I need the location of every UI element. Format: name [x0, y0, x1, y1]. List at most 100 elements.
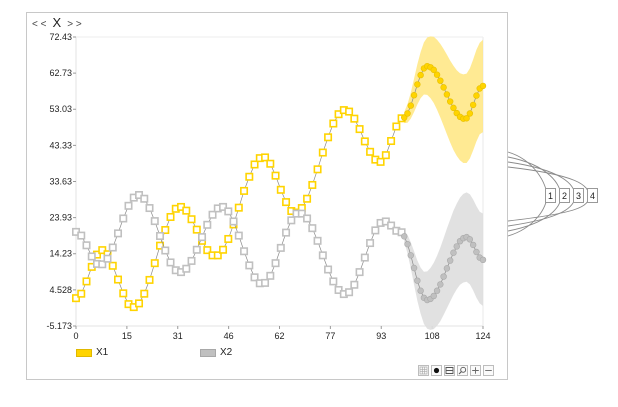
data-point-marker: [345, 107, 354, 116]
forecast-point-marker: [466, 236, 474, 243]
chart-navigation: < < X > >: [32, 15, 82, 30]
series-x1[interactable]: [72, 62, 487, 312]
data-point-marker: [182, 206, 191, 215]
y-tick-label: 43.33: [49, 140, 72, 150]
forecast-point-marker: [479, 82, 487, 90]
data-point-marker: [355, 268, 364, 277]
data-point-marker: [119, 214, 128, 223]
data-point-marker: [376, 157, 385, 166]
data-point-marker: [198, 233, 207, 242]
data-point-marker: [219, 202, 228, 211]
forecast-point-marker: [440, 273, 447, 280]
data-point-marker: [313, 165, 322, 174]
next-chart-button[interactable]: > >: [67, 19, 82, 30]
prev-chart-button[interactable]: < <: [32, 19, 47, 30]
x-tick-label: 108: [425, 331, 440, 341]
data-point-marker: [318, 251, 327, 260]
data-point-marker: [166, 258, 175, 267]
data-point-marker: [250, 273, 259, 282]
data-point-marker: [297, 209, 306, 218]
data-point-marker: [240, 186, 249, 195]
data-point-marker: [313, 236, 322, 245]
forecast-point-marker: [473, 92, 480, 99]
y-tick-label: 4.528: [49, 285, 72, 295]
legend-swatch-x2: [200, 348, 216, 357]
data-point-marker: [161, 226, 170, 235]
data-point-marker: [192, 225, 201, 234]
legend-item-x1[interactable]: X1: [76, 347, 108, 358]
data-point-marker: [261, 153, 270, 162]
zoom-out-button[interactable]: [483, 365, 494, 376]
data-point-marker: [387, 221, 396, 230]
series-tag-1[interactable]: 1: [545, 188, 556, 203]
marker-toggle-button[interactable]: [431, 365, 442, 376]
data-point-marker: [371, 226, 380, 235]
x-tick-label: 15: [122, 331, 132, 341]
data-point-marker: [108, 243, 117, 252]
split-icon: [445, 367, 454, 374]
series-tag-3[interactable]: 3: [573, 188, 584, 203]
series-x2[interactable]: [72, 191, 487, 304]
data-point-marker: [145, 204, 154, 213]
data-point-marker: [308, 180, 317, 189]
data-point-marker: [271, 259, 280, 268]
data-point-marker: [287, 216, 296, 225]
data-point-marker: [329, 277, 338, 286]
forecast-point-marker: [450, 249, 457, 256]
forecast-band-x2: [404, 192, 483, 330]
data-point-marker: [303, 194, 312, 203]
data-point-marker: [166, 212, 175, 221]
data-point-marker: [182, 264, 191, 273]
y-tick-label: 72.43: [49, 32, 72, 42]
data-point-marker: [360, 137, 369, 146]
forecast-point-marker: [433, 71, 441, 78]
forecast-point-marker: [430, 292, 437, 300]
zoom-search-button[interactable]: [457, 365, 468, 376]
data-point-marker: [98, 260, 107, 269]
y-tick-label: 33.63: [49, 176, 72, 186]
data-point-marker: [98, 246, 107, 255]
forecast-point-marker: [469, 241, 477, 249]
forecast-point-marker: [410, 264, 418, 272]
data-point-marker: [87, 252, 96, 261]
data-point-marker: [145, 275, 154, 284]
forecast-point-marker: [440, 84, 447, 91]
forecast-point-marker: [450, 104, 457, 112]
data-point-marker: [103, 254, 112, 263]
y-tick-label: 23.93: [49, 213, 72, 223]
y-tick-label: 14.23: [49, 249, 72, 259]
data-point-marker: [150, 217, 159, 226]
legend-item-x2[interactable]: X2: [200, 347, 232, 358]
legend-label-x1: X1: [96, 347, 109, 358]
split-view-button[interactable]: [444, 365, 455, 376]
y-tick-label: 53.03: [49, 104, 72, 114]
data-point-marker: [234, 231, 243, 240]
data-point-marker: [250, 160, 259, 169]
grid-toggle-button[interactable]: [418, 365, 429, 376]
data-point-marker: [334, 285, 343, 294]
data-point-marker: [392, 122, 401, 131]
data-point-marker: [282, 198, 291, 207]
forecast-point-marker: [430, 66, 437, 74]
forecast-point-marker: [443, 265, 451, 272]
forecast-point-marker: [414, 277, 421, 284]
data-point-marker: [82, 277, 91, 286]
forecast-point-marker: [414, 81, 421, 88]
data-point-marker: [82, 241, 91, 250]
data-point-marker: [203, 220, 212, 229]
data-point-marker: [355, 125, 364, 134]
data-point-marker: [350, 114, 359, 123]
series-tag-4[interactable]: 4: [587, 188, 598, 203]
x-tick-label: 93: [376, 331, 386, 341]
data-point-marker: [282, 228, 291, 237]
x-tick-label: 31: [173, 331, 183, 341]
zoom-in-button[interactable]: [470, 365, 481, 376]
forecast-point-marker: [437, 77, 444, 84]
series-tag-2[interactable]: 2: [559, 188, 570, 203]
data-point-marker: [77, 289, 86, 298]
data-point-marker: [271, 171, 280, 180]
legend-label-x2: X2: [220, 347, 233, 358]
data-point-marker: [381, 151, 390, 160]
y-tick-label: -5.173: [46, 321, 72, 331]
